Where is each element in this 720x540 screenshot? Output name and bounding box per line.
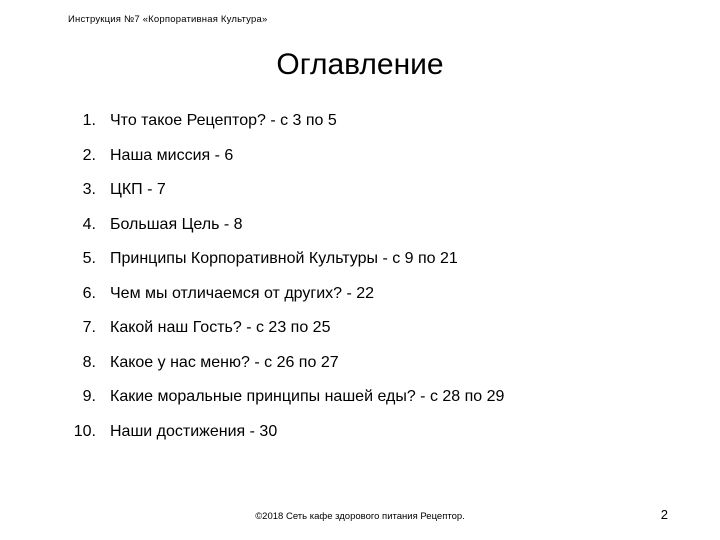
toc-number: 1. [70, 112, 110, 130]
toc-number: 8. [70, 354, 110, 372]
toc-text: Большая Цель - 8 [110, 216, 243, 234]
toc-item: 7. Какой наш Гость? - с 23 по 25 [70, 319, 504, 337]
toc-item: 10. Наши достижения - 30 [70, 423, 504, 441]
toc-number: 5. [70, 250, 110, 268]
toc-text: ЦКП - 7 [110, 181, 166, 199]
toc-item: 8. Какое у нас меню? - с 26 по 27 [70, 354, 504, 372]
toc-number: 4. [70, 216, 110, 234]
toc-item: 1. Что такое Рецептор? - с 3 по 5 [70, 112, 504, 130]
toc-item: 3. ЦКП - 7 [70, 181, 504, 199]
toc-list: 1. Что такое Рецептор? - с 3 по 5 2. Наш… [70, 112, 504, 457]
toc-text: Наша миссия - 6 [110, 147, 233, 165]
toc-item: 6. Чем мы отличаемся от других? - 22 [70, 285, 504, 303]
toc-item: 2. Наша миссия - 6 [70, 147, 504, 165]
toc-number: 2. [70, 147, 110, 165]
toc-item: 9. Какие моральные принципы нашей еды? -… [70, 388, 504, 406]
toc-number: 7. [70, 319, 110, 337]
header-text: Инструкция №7 «Корпоративная Культура» [68, 14, 267, 25]
toc-text: Какое у нас меню? - с 26 по 27 [110, 354, 339, 372]
toc-text: Принципы Корпоративной Культуры - с 9 по… [110, 250, 458, 268]
toc-item: 5. Принципы Корпоративной Культуры - с 9… [70, 250, 504, 268]
toc-text: Какой наш Гость? - с 23 по 25 [110, 319, 330, 337]
footer-text: ©2018 Сеть кафе здорового питания Рецепт… [0, 511, 720, 522]
toc-number: 9. [70, 388, 110, 406]
toc-text: Что такое Рецептор? - с 3 по 5 [110, 112, 337, 130]
toc-number: 3. [70, 181, 110, 199]
page-title: Оглавление [0, 48, 720, 82]
toc-item: 4. Большая Цель - 8 [70, 216, 504, 234]
toc-text: Чем мы отличаемся от других? - 22 [110, 285, 374, 303]
page-number: 2 [661, 507, 668, 522]
toc-text: Наши достижения - 30 [110, 423, 277, 441]
toc-number: 10. [70, 423, 110, 441]
toc-number: 6. [70, 285, 110, 303]
toc-text: Какие моральные принципы нашей еды? - с … [110, 388, 504, 406]
